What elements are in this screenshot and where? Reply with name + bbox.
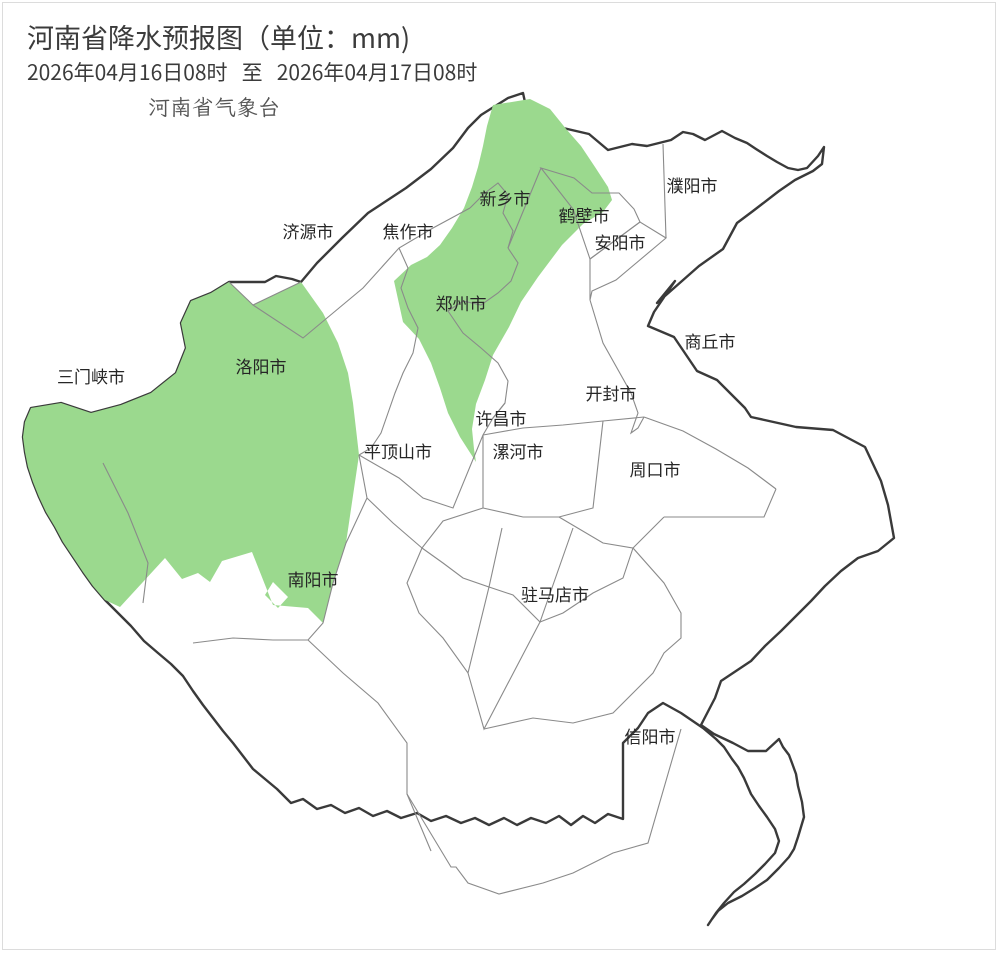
svg-text:信阳市: 信阳市 [625,723,676,748]
svg-text:洛阳市: 洛阳市 [236,353,287,378]
svg-text:新乡市: 新乡市 [480,185,531,210]
svg-text:许昌市: 许昌市 [476,405,527,430]
svg-text:濮阳市: 濮阳市 [667,172,718,197]
svg-text:商丘市: 商丘市 [685,328,736,353]
svg-text:三门峡市: 三门峡市 [57,363,125,388]
svg-text:郑州市: 郑州市 [436,290,487,315]
svg-text:驻马店市: 驻马店市 [521,581,589,606]
svg-text:漯河市: 漯河市 [493,438,544,463]
svg-text:焦作市: 焦作市 [383,218,434,243]
svg-text:鹤壁市: 鹤壁市 [559,202,610,227]
svg-text:开封市: 开封市 [586,380,637,405]
svg-text:周口市: 周口市 [630,456,681,481]
svg-text:南阳市: 南阳市 [288,566,339,591]
svg-text:济源市: 济源市 [283,218,334,243]
svg-text:安阳市: 安阳市 [595,229,646,254]
svg-text:平顶山市: 平顶山市 [364,438,432,463]
